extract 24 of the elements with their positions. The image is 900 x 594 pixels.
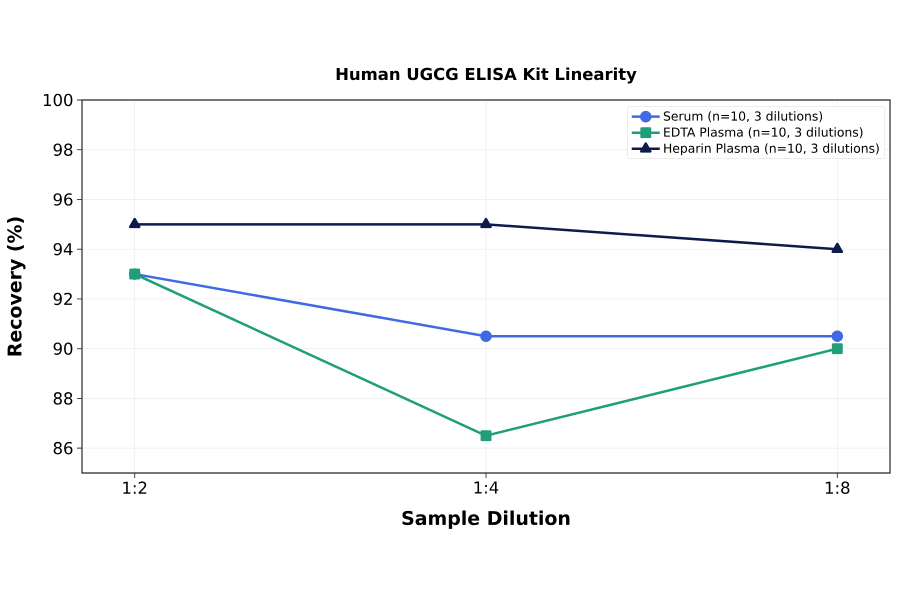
x-tick-label: 1:2 [123,482,146,494]
x-tick-label: 1:8 [826,482,850,494]
y-tick-label: 96 [54,193,72,206]
y-tick-label: 88 [54,392,72,405]
point [832,242,844,254]
point [480,218,492,228]
point [480,330,492,342]
x-axis-title: Sample Dilution [402,510,570,529]
y-tick-label: 100 [44,94,72,106]
y-tick-label: 86 [54,442,72,454]
point [480,430,492,442]
y-tick-label: 98 [54,144,72,156]
chart-title: Human UGCG ELISA Kit Linearity [336,67,637,84]
legend-label: Heparin Plasma (n=10, 3 dilutions) [664,143,879,156]
x-tick-label: 1:4 [474,482,498,494]
point [832,343,843,354]
y-tick-label: 94 [54,242,73,256]
legend-label: Serum (n=10, 3 dilutions) [664,111,822,122]
point [128,218,140,228]
point [832,330,844,342]
y-tick-label: 90 [54,342,72,355]
legend-label: EDTA Plasma (n=10, 3 dilutions) [664,127,862,138]
y-tick-label: 92 [54,292,72,306]
y-axis-title: Recovery (%) [7,217,26,356]
